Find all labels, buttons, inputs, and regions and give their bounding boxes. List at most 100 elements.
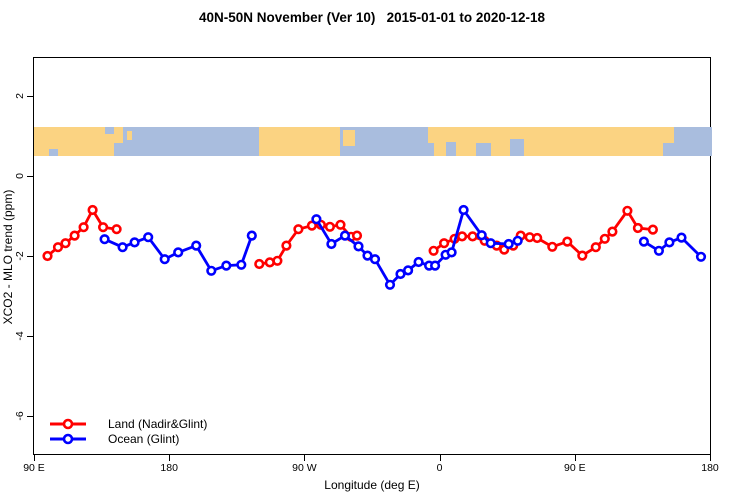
data-point bbox=[143, 232, 154, 243]
map-land-patch bbox=[663, 127, 674, 143]
data-point bbox=[369, 254, 381, 265]
data-point bbox=[324, 221, 336, 232]
map-ocean-patch bbox=[49, 148, 59, 156]
data-point bbox=[246, 230, 257, 241]
data-point bbox=[206, 265, 217, 276]
x-tick-mark bbox=[304, 455, 306, 461]
y-tick-label: 0 bbox=[14, 173, 26, 179]
data-point bbox=[335, 219, 346, 230]
y-tick-label: 2 bbox=[14, 93, 26, 99]
x-tick-mark bbox=[169, 455, 171, 461]
data-point bbox=[173, 247, 184, 258]
data-point bbox=[272, 255, 283, 266]
plot-area: Land (Nadir&Glint) Ocean (Glint) bbox=[33, 57, 712, 455]
data-point bbox=[430, 260, 441, 271]
data-point bbox=[653, 245, 665, 256]
data-point bbox=[254, 258, 265, 270]
map-ocean-patch bbox=[445, 141, 457, 156]
data-point bbox=[111, 224, 122, 235]
x-tick-label: 180 bbox=[701, 462, 719, 474]
x-tick-mark bbox=[439, 455, 441, 461]
data-point bbox=[632, 222, 644, 234]
series-line bbox=[432, 208, 654, 258]
data-point bbox=[353, 241, 364, 252]
data-point bbox=[78, 222, 89, 233]
map-ocean-patch bbox=[510, 138, 524, 156]
world-map-latitude-band bbox=[34, 127, 712, 156]
map-land-patch bbox=[113, 127, 123, 143]
data-point bbox=[695, 251, 707, 262]
data-point bbox=[99, 234, 110, 245]
data-point bbox=[532, 232, 543, 244]
data-point bbox=[647, 224, 659, 235]
data-point bbox=[590, 242, 601, 253]
y-tick-label: -6 bbox=[14, 411, 26, 421]
y-tick-label: -2 bbox=[14, 251, 26, 261]
legend-label-land: Land (Nadir&Glint) bbox=[108, 416, 208, 431]
x-axis-title: Longitude (deg E) bbox=[324, 478, 420, 492]
data-point bbox=[638, 236, 650, 247]
y-tick-label: -4 bbox=[14, 331, 26, 341]
data-point bbox=[607, 226, 618, 237]
data-point bbox=[117, 242, 128, 253]
map-land-patch bbox=[555, 127, 664, 156]
data-point bbox=[306, 220, 318, 231]
data-point bbox=[42, 250, 53, 262]
y-tick-mark bbox=[27, 416, 33, 417]
data-point bbox=[446, 247, 457, 258]
data-point bbox=[326, 238, 337, 250]
data-point bbox=[403, 265, 414, 276]
y-tick-mark bbox=[27, 336, 33, 337]
data-point bbox=[467, 231, 478, 242]
y-tick-mark bbox=[27, 176, 33, 177]
map-land-patch bbox=[34, 127, 105, 156]
data-point bbox=[476, 230, 487, 241]
x-tick-label: 180 bbox=[160, 462, 178, 474]
legend-row-land: Land (Nadir&Glint) bbox=[48, 416, 207, 431]
data-point bbox=[159, 254, 170, 265]
data-point bbox=[97, 222, 109, 233]
data-point bbox=[87, 204, 98, 216]
x-tick-mark bbox=[34, 455, 35, 461]
data-point bbox=[457, 231, 468, 242]
y-tick-mark bbox=[27, 256, 33, 257]
data-point bbox=[236, 259, 247, 270]
ocean-series-marker-icon bbox=[50, 433, 86, 444]
data-point bbox=[281, 240, 292, 251]
data-point bbox=[311, 214, 322, 225]
legend-row-ocean: Ocean (Glint) bbox=[48, 431, 207, 446]
data-point bbox=[362, 250, 373, 261]
data-point bbox=[351, 230, 363, 241]
y-axis-title: XCO2 - MLO trend (ppm) bbox=[1, 189, 15, 325]
x-tick-label: 90 W bbox=[292, 462, 317, 474]
map-land-patch bbox=[127, 131, 132, 141]
map-ocean-patch bbox=[427, 142, 434, 156]
data-point bbox=[599, 233, 610, 244]
chart-title: 40N-50N November (Ver 10) 2015-01-01 to … bbox=[199, 10, 545, 25]
data-point bbox=[577, 250, 588, 261]
data-point bbox=[52, 242, 64, 253]
data-point bbox=[547, 241, 558, 252]
data-point bbox=[512, 235, 523, 246]
data-point bbox=[428, 245, 439, 256]
data-point bbox=[622, 205, 633, 216]
data-point bbox=[339, 230, 351, 241]
data-point bbox=[676, 232, 687, 243]
data-point bbox=[69, 230, 80, 241]
data-point bbox=[562, 236, 573, 247]
data-point bbox=[60, 238, 71, 249]
map-land-patch bbox=[259, 127, 341, 156]
legend: Land (Nadir&Glint) Ocean (Glint) bbox=[48, 416, 207, 446]
x-tick-mark bbox=[710, 455, 711, 461]
data-point bbox=[458, 204, 469, 216]
data-point bbox=[129, 237, 140, 248]
series-line bbox=[315, 206, 519, 288]
map-land-patch bbox=[343, 129, 356, 146]
x-tick-label: 0 bbox=[436, 462, 443, 474]
data-point bbox=[503, 238, 514, 250]
data-point bbox=[664, 237, 675, 248]
data-point bbox=[413, 256, 424, 268]
map-ocean-patch bbox=[475, 142, 491, 156]
y-tick-mark bbox=[27, 96, 33, 97]
